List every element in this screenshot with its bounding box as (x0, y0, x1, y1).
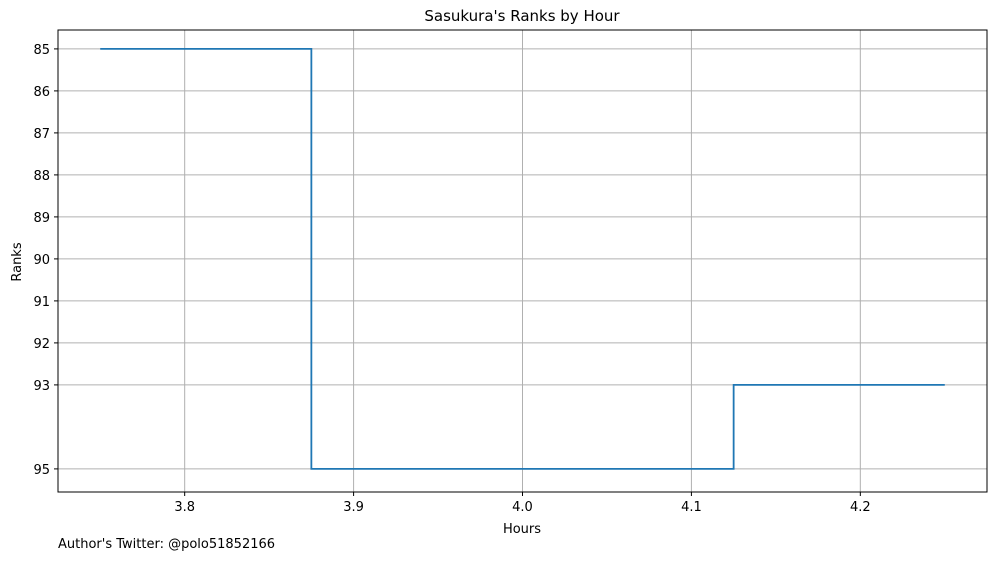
y-tick-label: 92 (33, 337, 50, 352)
x-tick-label: 4.1 (681, 500, 702, 515)
x-tick-label: 4.2 (850, 500, 871, 515)
y-tick-label: 89 (33, 211, 50, 226)
y-tick-label: 95 (33, 463, 50, 478)
chart-title: Sasukura's Ranks by Hour (424, 7, 620, 25)
x-tick-label: 3.8 (174, 500, 195, 515)
y-tick-label: 87 (33, 127, 50, 142)
y-tick-label: 91 (33, 295, 50, 310)
y-tick-label: 88 (33, 169, 50, 184)
y-tick-label: 86 (33, 85, 50, 100)
y-axis-label: Ranks (10, 242, 25, 281)
x-tick-label: 3.9 (343, 500, 364, 515)
x-tick-label: 4.0 (512, 500, 533, 515)
y-tick-label: 85 (33, 43, 50, 58)
tick-layer: 3.8 3.9 4.0 4.1 4.2 85 86 87 88 89 90 91 92 93 95 (33, 43, 870, 515)
y-tick-label: 93 (33, 379, 50, 394)
y-tick-label: 90 (33, 253, 50, 268)
author-credit: Author's Twitter: @polo51852166 (58, 537, 276, 552)
series-line (100, 48, 945, 470)
x-axis-label: Hours (503, 522, 541, 537)
grid-layer (58, 30, 987, 492)
